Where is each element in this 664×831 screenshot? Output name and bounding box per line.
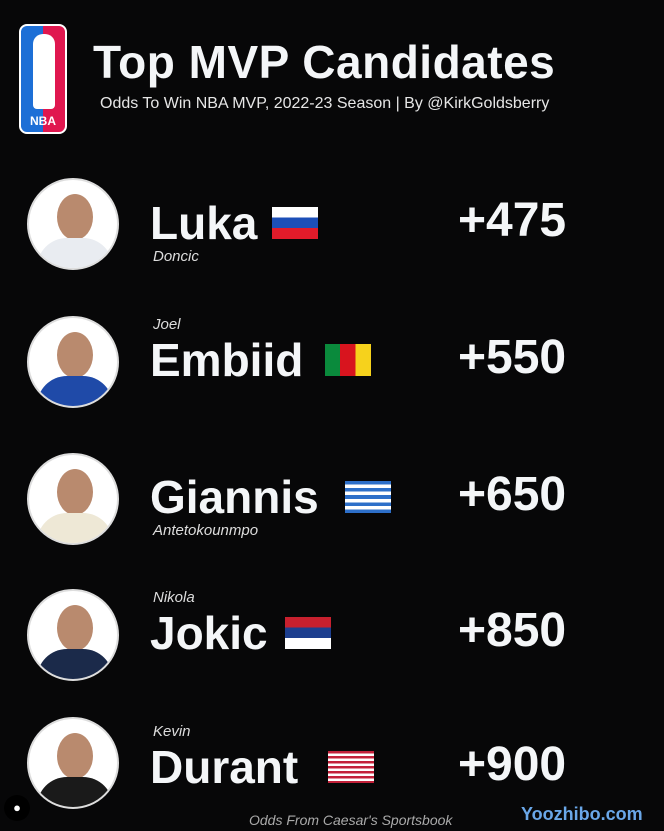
player-name: Embiid	[150, 334, 304, 386]
greece-flag-icon	[345, 481, 391, 513]
player-secondary-name: Joel	[153, 316, 181, 333]
player-odds: +900	[458, 738, 567, 791]
player-avatar	[27, 589, 119, 681]
user-icon[interactable]: ●	[4, 795, 30, 821]
serbia-flag-icon	[285, 617, 331, 649]
player-secondary-name: Antetokounmpo	[153, 522, 259, 539]
player-secondary-name: Kevin	[153, 723, 191, 740]
player-odds: +850	[458, 604, 567, 657]
player-secondary-name: Doncic	[153, 248, 199, 265]
subtitle: Odds To Win NBA MVP, 2022-23 Season | By…	[100, 95, 550, 112]
player-secondary-name: Nikola	[153, 589, 195, 606]
player-avatar	[27, 178, 119, 270]
watermark: Yoozhibo.com	[521, 804, 643, 824]
player-name: Giannis	[150, 471, 319, 523]
usa-flag-icon	[328, 751, 374, 783]
player-avatar	[27, 316, 119, 408]
player-odds: +475	[458, 194, 567, 247]
page-title: Top MVP Candidates	[93, 36, 556, 88]
player-odds: +550	[458, 331, 567, 384]
player-name: Jokic	[150, 607, 268, 659]
source-note: Odds From Caesar's Sportsbook	[249, 812, 453, 828]
player-name: Durant	[150, 741, 299, 793]
cameroon-flag-icon	[325, 344, 371, 376]
player-name: Luka	[150, 197, 258, 249]
nba-logo: NBA	[19, 24, 67, 134]
player-odds: +650	[458, 468, 567, 521]
player-avatar	[27, 453, 119, 545]
player-avatar	[27, 717, 119, 809]
slovenia-flag-icon	[272, 207, 318, 239]
